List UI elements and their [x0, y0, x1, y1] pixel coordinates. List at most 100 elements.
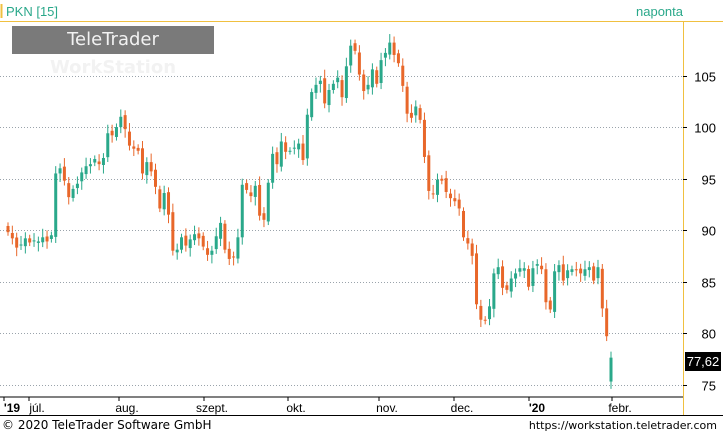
period-label[interactable]: naponta [636, 4, 684, 19]
candle [206, 240, 210, 261]
candle [435, 173, 439, 203]
candle-body [483, 319, 487, 321]
candle [93, 155, 97, 167]
candle [579, 263, 583, 282]
candle-body [62, 166, 66, 181]
candle-body [609, 357, 613, 382]
candle [171, 203, 175, 256]
candle [67, 177, 71, 205]
candle-body [136, 147, 140, 151]
candle [566, 264, 570, 286]
candle [488, 299, 492, 326]
logo-brand-regular: TeleTrader [67, 29, 159, 50]
y-tick-label: 95 [702, 173, 716, 188]
candle-body [301, 143, 305, 161]
candle [288, 147, 292, 155]
x-tick-label: okt. [286, 401, 305, 415]
candle-body [505, 285, 509, 290]
y-tick-label: 75 [702, 379, 716, 394]
candle-body [362, 74, 366, 92]
candle-body [101, 157, 105, 165]
candle-body [496, 267, 500, 275]
x-tick-label: '20 [529, 401, 546, 415]
candle-body [28, 238, 32, 243]
candle [362, 69, 366, 100]
candle-body [336, 77, 340, 83]
candle [132, 140, 136, 157]
candle-body [223, 223, 227, 250]
candle-body [249, 192, 253, 197]
candle [223, 220, 227, 254]
candle-body [15, 237, 19, 248]
candle-body [462, 210, 466, 238]
candle [357, 45, 361, 81]
candle [106, 124, 110, 163]
candle-body [106, 133, 110, 158]
candle [236, 228, 240, 264]
candle [527, 265, 531, 291]
y-axis-ticks: 75 80 85 90 95 100 105 [683, 70, 716, 394]
candle [80, 167, 84, 190]
candle-body [401, 65, 405, 86]
candle-body [258, 184, 262, 216]
x-tick-label: '19 [4, 401, 21, 415]
candle-body [522, 268, 526, 271]
candle [240, 178, 244, 245]
candle-body [488, 306, 492, 320]
candle [505, 281, 509, 294]
candle-body [266, 182, 270, 222]
candle-body [427, 155, 431, 191]
candle [466, 230, 470, 250]
candle [531, 260, 535, 293]
candle [275, 147, 279, 173]
candle-body [444, 178, 448, 192]
candle-body [561, 264, 565, 281]
instrument-label[interactable]: PKN [15] [6, 4, 58, 19]
candle-body [453, 198, 457, 202]
candle-body [201, 235, 205, 247]
candle-body [253, 185, 257, 197]
y-tick-label: 80 [702, 327, 716, 342]
candle [245, 179, 249, 194]
candle-body [275, 152, 279, 165]
candle-body [509, 278, 513, 292]
candle [600, 263, 604, 317]
candle-body [188, 239, 192, 249]
candle-body [10, 232, 14, 239]
candle [262, 207, 266, 228]
candle [353, 39, 357, 55]
candle [496, 258, 500, 280]
copyright-text: © 2020 TeleTrader Software GmbH [2, 418, 212, 432]
candle-body [284, 142, 288, 152]
candle-body [292, 147, 296, 149]
candle [266, 179, 270, 226]
candle-body [240, 184, 244, 238]
candle [136, 144, 140, 155]
source-url-link[interactable]: https://workstation.teletrader.com [528, 419, 717, 432]
candle [448, 188, 452, 207]
candle [232, 251, 236, 266]
candle [167, 187, 171, 224]
candle-body [331, 83, 335, 90]
candle [331, 80, 335, 94]
candle-body [405, 86, 409, 114]
candle-body [431, 193, 435, 195]
candle-body [457, 199, 461, 209]
candle [310, 88, 314, 121]
candle-body [605, 308, 609, 337]
candle-body [23, 238, 27, 247]
candle-body [93, 159, 97, 163]
candle-body [236, 237, 240, 259]
candle [180, 233, 184, 254]
candle-body [327, 89, 331, 106]
y-tick-label: 90 [702, 224, 716, 239]
candle [522, 262, 526, 279]
logo-brand-bold: WorkStation [49, 57, 177, 78]
candle-body [492, 273, 496, 309]
candle [570, 265, 574, 276]
candle [162, 185, 166, 216]
candle [114, 123, 118, 141]
candle-body [49, 235, 53, 239]
candle-body [583, 269, 587, 276]
candle-body [162, 193, 166, 210]
